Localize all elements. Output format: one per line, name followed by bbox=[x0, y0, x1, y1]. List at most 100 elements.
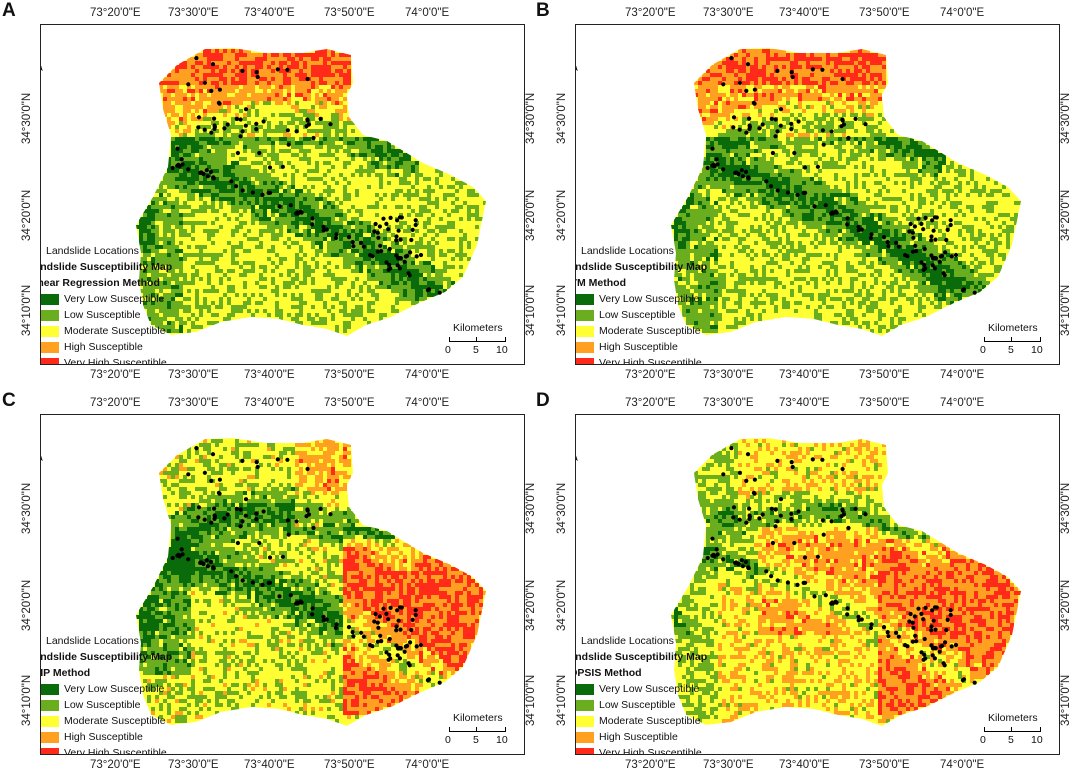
landslide-location-point bbox=[945, 227, 950, 232]
landslide-location-point bbox=[778, 123, 783, 128]
scale-bar: Kilometers 0 5 10 bbox=[445, 712, 511, 748]
landslide-location-point bbox=[384, 650, 389, 655]
landslide-location-point bbox=[395, 218, 400, 223]
top-tick: 73°50'0"E bbox=[859, 397, 910, 409]
landslide-location-point bbox=[288, 203, 293, 208]
landslide-location-point bbox=[841, 512, 847, 517]
landslide-location-point bbox=[960, 288, 965, 293]
landslide-location-point bbox=[240, 129, 245, 134]
landslide-location-point bbox=[734, 560, 739, 565]
landslide-location-point bbox=[186, 82, 191, 87]
landslide-location-point bbox=[910, 230, 915, 235]
landslide-location-point bbox=[208, 169, 214, 174]
landslide-location-point bbox=[305, 76, 310, 82]
landslide-location-point bbox=[922, 262, 927, 267]
landslide-location-point bbox=[790, 464, 795, 470]
landslide-location-point bbox=[406, 271, 411, 276]
legend-swatch bbox=[41, 309, 59, 321]
top-tick: 73°30'0"E bbox=[703, 397, 754, 409]
landslide-location-point bbox=[212, 516, 217, 521]
landslide-location-point bbox=[186, 557, 191, 562]
legend-locations-label: Landslide Locations bbox=[46, 635, 139, 647]
landslide-location-point bbox=[823, 203, 828, 208]
landslide-location-point bbox=[881, 625, 887, 630]
landslide-location-point bbox=[388, 215, 393, 220]
landslide-location-point bbox=[240, 519, 245, 524]
right-tick: 34°10'0"N bbox=[1060, 284, 1072, 336]
landslide-location-point bbox=[886, 634, 891, 639]
left-tick: 34°30'0"N bbox=[556, 482, 568, 534]
legend-swatch bbox=[41, 731, 59, 743]
landslide-location-point bbox=[711, 162, 716, 167]
landslide-location-point bbox=[398, 646, 403, 651]
landslide-location-point bbox=[413, 218, 418, 223]
susceptibility-map bbox=[671, 48, 1021, 336]
landslide-location-point bbox=[869, 622, 874, 627]
landslide-location-point bbox=[261, 509, 266, 514]
landslide-location-point bbox=[802, 165, 808, 170]
landslide-location-point bbox=[413, 222, 418, 228]
landslide-location-point bbox=[815, 554, 820, 559]
landslide-location-point bbox=[243, 123, 248, 128]
susceptibility-map bbox=[671, 438, 1021, 726]
legend-swatch bbox=[41, 683, 59, 695]
top-tick: 73°20'0"E bbox=[625, 397, 676, 409]
scale-bar: Kilometers 0 5 10 bbox=[980, 712, 1046, 748]
top-tick: 73°30'0"E bbox=[168, 7, 219, 19]
landslide-location-point bbox=[386, 267, 391, 272]
landslide-location-point bbox=[840, 76, 845, 82]
landslide-location-point bbox=[715, 552, 720, 557]
landslide-location-point bbox=[180, 552, 185, 557]
landslide-location-point bbox=[938, 254, 943, 259]
north-arrow-icon: N bbox=[41, 43, 45, 77]
legend-class-item: Very High Susceptible bbox=[41, 355, 172, 364]
landslide-location-point bbox=[257, 150, 262, 156]
landslide-location-point bbox=[235, 540, 240, 546]
landslide-location-point bbox=[217, 87, 222, 92]
landslide-location-point bbox=[381, 216, 386, 221]
landslide-location-point bbox=[217, 491, 222, 496]
legend-swatch bbox=[41, 293, 59, 305]
landslide-location-point bbox=[311, 135, 316, 141]
landslide-location-point bbox=[397, 656, 402, 661]
legend-class-item: Very High Susceptible bbox=[576, 745, 707, 754]
landslide-location-point bbox=[324, 617, 329, 622]
legend-swatch bbox=[41, 747, 59, 754]
susceptibility-map bbox=[136, 438, 486, 726]
left-tick: 34°30'0"N bbox=[21, 482, 33, 534]
landslide-location-point bbox=[764, 569, 769, 574]
landslide-location-point bbox=[721, 557, 726, 562]
landslide-location-point bbox=[212, 123, 217, 128]
landslide-location-point bbox=[853, 116, 858, 121]
legend-class-label: Low Susceptible bbox=[599, 309, 676, 321]
landslide-location-point bbox=[729, 56, 734, 61]
landslide-location-point bbox=[240, 188, 245, 193]
landslide-location-point bbox=[286, 142, 291, 147]
bottom-tick: 74°0'0"E bbox=[940, 369, 985, 381]
landslide-location-point bbox=[310, 216, 315, 221]
map-frame: N Landslide Locations Landslide Suscepti… bbox=[40, 24, 525, 365]
map-legend: Landslide Locations Landslide Susceptibi… bbox=[576, 243, 707, 364]
landslide-location-point bbox=[305, 508, 310, 513]
legend-class-item: Very High Susceptible bbox=[41, 745, 172, 754]
landslide-location-point bbox=[740, 174, 745, 179]
landslide-location-point bbox=[267, 165, 273, 170]
landslide-location-point bbox=[351, 634, 356, 639]
landslide-location-point bbox=[186, 167, 191, 172]
landslide-location-point bbox=[285, 67, 290, 72]
landslide-location-point bbox=[912, 614, 917, 619]
landslide-location-point bbox=[240, 68, 245, 73]
legend-locations: Landslide Locations bbox=[41, 243, 172, 259]
landslide-location-point bbox=[757, 516, 762, 521]
landslide-location-point bbox=[775, 68, 780, 73]
landslide-location-point bbox=[398, 256, 403, 261]
landslide-location-point bbox=[930, 608, 935, 613]
landslide-location-point bbox=[170, 165, 175, 171]
landslide-location-point bbox=[372, 619, 377, 624]
landslide-location-point bbox=[285, 518, 290, 523]
landslide-location-point bbox=[375, 230, 380, 235]
landslide-location-point bbox=[840, 118, 845, 123]
landslide-location-point bbox=[775, 188, 780, 193]
landslide-location-point bbox=[931, 618, 936, 623]
landslide-location-point bbox=[770, 540, 775, 546]
